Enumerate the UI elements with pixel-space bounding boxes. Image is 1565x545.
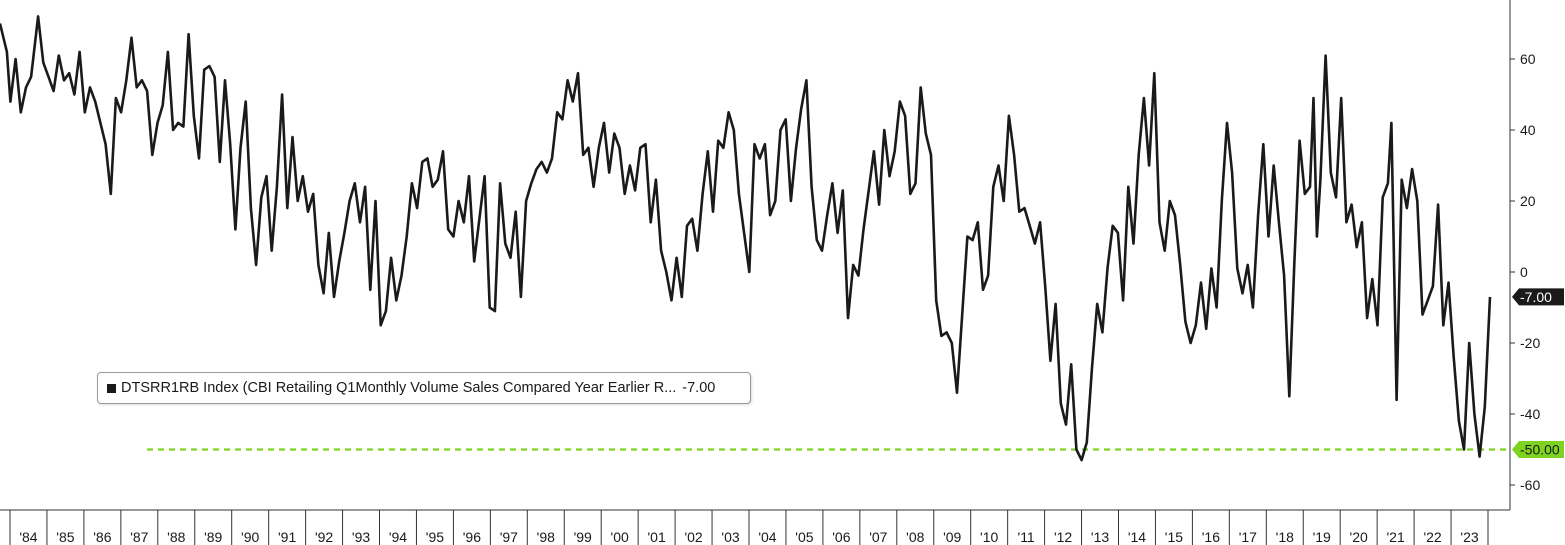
x-tick-label: '98	[537, 529, 555, 545]
legend-value: -7.00	[682, 380, 716, 396]
x-tick-label: '96	[463, 529, 481, 545]
y-tick-label: 60	[1520, 51, 1536, 67]
x-tick-label: '14	[1128, 529, 1146, 545]
x-tick-label: '84	[19, 529, 37, 545]
x-tick-label: '22	[1423, 529, 1441, 545]
x-tick-label: '95	[426, 529, 444, 545]
x-tick-label: '23	[1460, 529, 1478, 545]
y-axis: 60 40 20 0 -20 -40 -60	[1509, 0, 1540, 510]
x-tick-label: '18	[1276, 529, 1294, 545]
x-tick-label: '09	[943, 529, 961, 545]
threshold-badge-label: -50.00	[1520, 442, 1560, 458]
x-tick-label: '86	[93, 529, 111, 545]
x-tick-label: '12	[1054, 529, 1072, 545]
x-tick-label: '10	[980, 529, 998, 545]
x-tick-label: '11	[1018, 529, 1035, 545]
x-tick-label: '07	[869, 529, 887, 545]
x-tick-label: '00	[611, 529, 629, 545]
legend: DTSRR1RB Index (CBI Retailing Q1Monthly …	[97, 372, 751, 404]
x-tick-label: '99	[574, 529, 592, 545]
x-tick-label: '13	[1091, 529, 1109, 545]
x-tick-label: '91	[278, 529, 296, 545]
y-tick-label: 40	[1520, 122, 1536, 138]
x-tick-label: '05	[795, 529, 813, 545]
x-tick-label: '01	[648, 529, 666, 545]
x-tick-label: '89	[204, 529, 222, 545]
x-tick-label: '85	[56, 529, 74, 545]
x-tick-label: '90	[241, 529, 259, 545]
series-line-0	[0, 15, 1492, 462]
threshold-badge-shape	[1512, 441, 1564, 458]
last-value-badge-label: -7.00	[1520, 289, 1552, 305]
last-value-badge-shape	[1512, 288, 1564, 306]
x-tick-label: '20	[1350, 529, 1368, 545]
x-tick-label: '17	[1239, 529, 1257, 545]
legend-swatch	[107, 383, 116, 393]
x-axis: '84 '85 '86 '87 '88 '89 '90 '91 '92 '93 '94 '95 '96 '…	[0, 509, 1510, 545]
value-badges: -7.00 -50.00	[1512, 288, 1564, 458]
series-group	[0, 15, 1492, 462]
x-tick-label: '97	[500, 529, 518, 545]
x-tick-label: '87	[130, 529, 148, 545]
x-tick-label: '06	[832, 529, 850, 545]
x-tick-label: '04	[758, 529, 776, 545]
y-tick-label: -20	[1520, 335, 1540, 351]
x-tick-label: '88	[167, 529, 185, 545]
x-tick-label: '08	[906, 529, 924, 545]
x-tick-label: '15	[1165, 529, 1183, 545]
y-tick-label: 20	[1520, 193, 1536, 209]
x-tick-label: '21	[1387, 529, 1405, 545]
x-tick-label: '16	[1202, 529, 1220, 545]
x-tick-label: '02	[684, 529, 702, 545]
x-tick-label: '94	[389, 529, 407, 545]
y-tick-label: -60	[1520, 477, 1540, 493]
y-tick-label: -40	[1520, 406, 1540, 422]
x-tick-label: '03	[721, 529, 739, 545]
x-tick-label: '93	[352, 529, 370, 545]
x-tick-label: '19	[1313, 529, 1331, 545]
legend-label: DTSRR1RB Index (CBI Retailing Q1Monthly …	[121, 380, 677, 396]
y-tick-label: 0	[1520, 264, 1528, 280]
x-tick-label: '92	[315, 529, 333, 545]
